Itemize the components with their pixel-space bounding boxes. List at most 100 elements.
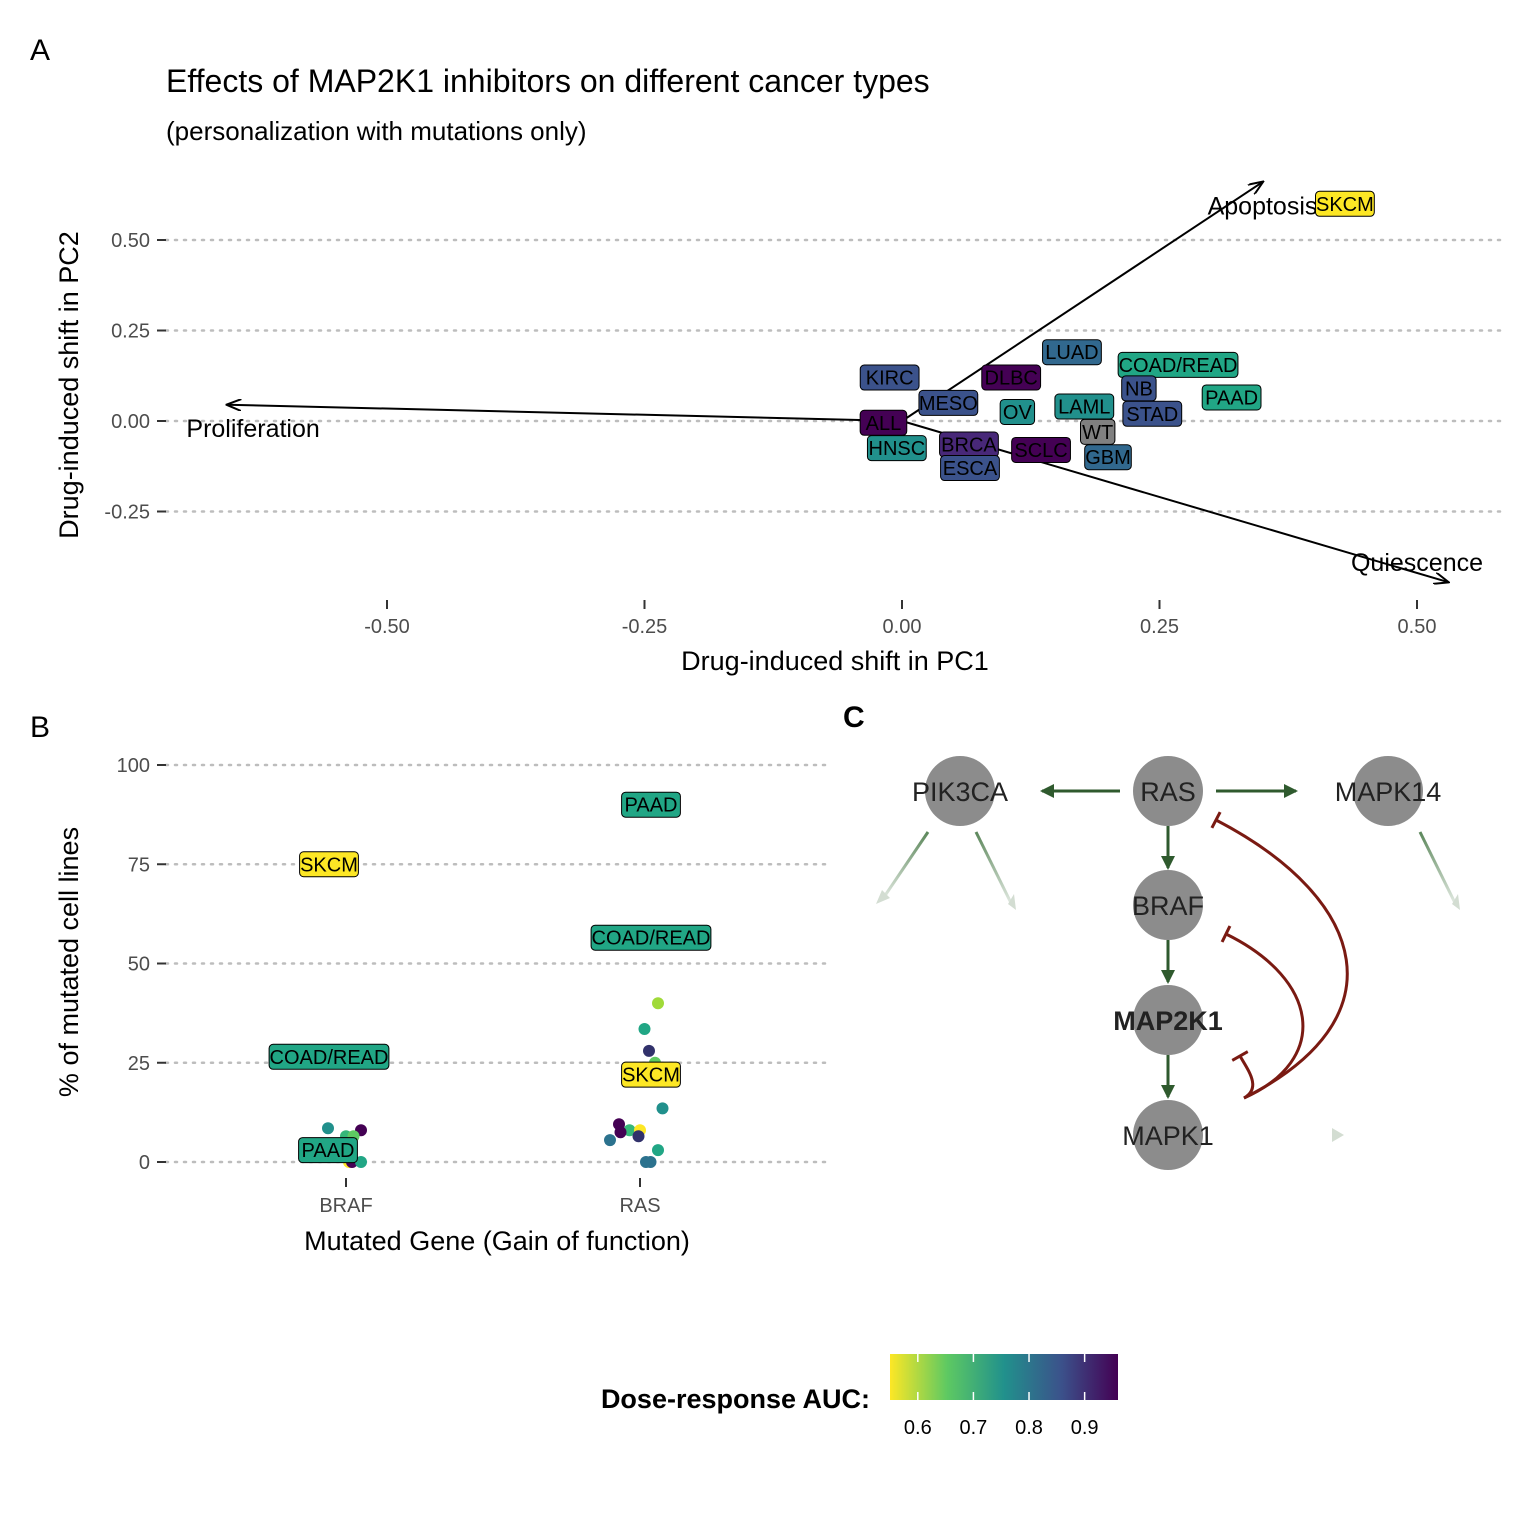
b-label-braf-paad-text: PAAD (302, 1140, 355, 1162)
panel-letter-a: A (30, 34, 50, 67)
legend-title: Dose-response AUC: (601, 1384, 870, 1414)
edge-pik3ca-out-right (974, 831, 1014, 906)
a-label-ov: OV (999, 398, 1036, 425)
b-point (322, 1122, 334, 1135)
node-mapk1-label: MAPK1 (1122, 1121, 1214, 1151)
b-point (632, 1130, 645, 1143)
node-pik3ca: PIK3CA (912, 756, 1008, 826)
b-label-ras-paad: PAAD (621, 791, 681, 818)
panel-b: B 0 25 50 75 100 BRAF RAS SKCM COAD/READ PAAD PA… (30, 711, 832, 1256)
a-label-meso: MESO (918, 389, 979, 416)
edge-mapk1-inhibits-ras (1210, 811, 1349, 1100)
b-point (614, 1126, 627, 1139)
a-label-esca-text: ESCA (943, 458, 998, 480)
legend-tick-label: 0.6 (904, 1417, 932, 1439)
panel-c: C PIK3CA RAS MAPK14 (843, 701, 1460, 1170)
a-label-stad-text: STAD (1126, 404, 1178, 426)
b-point (643, 1044, 655, 1057)
a-label-luad-text: LUAD (1045, 342, 1098, 364)
b-label-ras-coad-read-text: COAD/READ (592, 928, 711, 950)
b-points (320, 997, 669, 1168)
b-y-tick-label: 75 (128, 854, 150, 876)
a-y-tick-label: -0.25 (104, 502, 150, 524)
a-label-hnsc-text: HNSC (869, 438, 926, 460)
node-pik3ca-label: PIK3CA (912, 777, 1008, 807)
a-label-wt-text: WT (1082, 422, 1113, 444)
legend-ticks: 0.6 0.7 0.8 0.9 (904, 1354, 1099, 1439)
a-label-luad: LUAD (1042, 339, 1102, 366)
b-point (355, 1156, 367, 1168)
a-label-kirc-text: KIRC (866, 368, 914, 390)
a-label-dlbc-box (981, 364, 1042, 391)
b-label-ras-skcm: SKCM (621, 1061, 681, 1088)
a-label-paad-box (1201, 384, 1262, 411)
a-label-dlbc-text: DLBC (985, 368, 1038, 390)
b-point (656, 1102, 669, 1115)
a-label-brca-text: BRCA (941, 435, 997, 457)
a-label-meso-text: MESO (919, 393, 978, 415)
b-y-axis-title: % of mutated cell lines (54, 827, 84, 1097)
b-label-braf-coad-read-box (268, 1043, 390, 1070)
fade-arrowhead-2 (1008, 894, 1016, 910)
a-label-skcm: SKCM (1315, 190, 1375, 217)
b-label-braf-skcm: SKCM (299, 851, 359, 878)
a-label-nb-text: NB (1125, 378, 1153, 400)
node-braf-label: BRAF (1132, 891, 1204, 921)
fade-arrowhead-1 (876, 890, 890, 904)
b-label-ras-skcm-box (621, 1061, 681, 1088)
legend-tick-label: 0.8 (1015, 1417, 1043, 1439)
a-label-kirc: KIRC (859, 364, 920, 391)
a-label-kirc-box (859, 364, 920, 391)
a-point-labels: SKCM LUAD COAD/READ KIRC DLBC NB PAAD MESO LAML O… (859, 190, 1375, 482)
chart-subtitle: (personalization with mutations only) (166, 116, 587, 146)
b-y-axis: 0 25 50 75 100 (117, 755, 166, 1174)
a-label-hnsc: HNSC (866, 435, 927, 462)
a-label-laml: LAML (1054, 393, 1115, 420)
b-label-braf-paad: PAAD (298, 1137, 358, 1164)
panel-letter-c: C (843, 701, 865, 734)
a-label-luad-box (1042, 339, 1102, 366)
a-gridlines (164, 238, 1502, 513)
a-arrow-label-apoptosis: Apoptosis (1208, 193, 1318, 221)
legend-tick-label: 0.9 (1071, 1417, 1099, 1439)
node-mapk1: MAPK1 (1122, 1100, 1214, 1170)
a-label-stad: STAD (1122, 400, 1183, 427)
a-label-skcm-text: SKCM (1316, 194, 1374, 216)
b-x-axis: BRAF RAS (319, 1178, 661, 1217)
a-x-axis-title: Drug-induced shift in PC1 (681, 646, 989, 676)
a-label-esca: ESCA (940, 455, 1000, 482)
a-label-gbm-box (1084, 444, 1132, 471)
b-label-braf-skcm-text: SKCM (300, 854, 358, 876)
fade-arrowhead-4 (1332, 1128, 1344, 1142)
a-arrow-label-quiescence: Quiescence (1351, 549, 1483, 577)
a-arrows: Apoptosis Proliferation Quiescence (186, 182, 1483, 582)
a-arrow-proliferation (227, 405, 903, 422)
a-label-sclc-text: SCLC (1014, 440, 1067, 462)
a-label-all: ALL (859, 409, 908, 436)
a-label-hnsc-box (866, 435, 927, 462)
a-y-tick-label: 0.00 (111, 411, 150, 433)
a-x-tick-label: 0.00 (883, 616, 922, 638)
edge-mapk1-inhibits-map2k1 (1231, 1050, 1255, 1100)
a-y-tick-label: 0.50 (111, 230, 150, 252)
chart-title: Effects of MAP2K1 inhibitors on differen… (166, 63, 930, 99)
node-ras-label: RAS (1140, 777, 1196, 807)
b-point (604, 1134, 616, 1147)
a-label-coad-read-text: COAD/READ (1119, 355, 1238, 377)
a-x-tick-label: -0.50 (364, 616, 410, 638)
a-label-stad-box (1122, 400, 1183, 427)
legend-colorbar (890, 1354, 1118, 1400)
a-y-tick-label: 0.25 (111, 321, 150, 343)
b-label-ras-coad-read: COAD/READ (590, 924, 712, 951)
b-point (638, 1023, 651, 1036)
a-label-nb: NB (1121, 375, 1157, 402)
b-y-tick-label: 0 (139, 1152, 150, 1174)
b-point (652, 997, 664, 1010)
edge-pik3ca-out-left (880, 831, 930, 901)
a-label-dlbc: DLBC (981, 364, 1042, 391)
a-label-wt: WT (1080, 418, 1116, 445)
b-point (623, 1124, 636, 1137)
a-arrow-label-proliferation: Proliferation (186, 415, 319, 443)
a-label-paad-text: PAAD (1205, 387, 1258, 409)
